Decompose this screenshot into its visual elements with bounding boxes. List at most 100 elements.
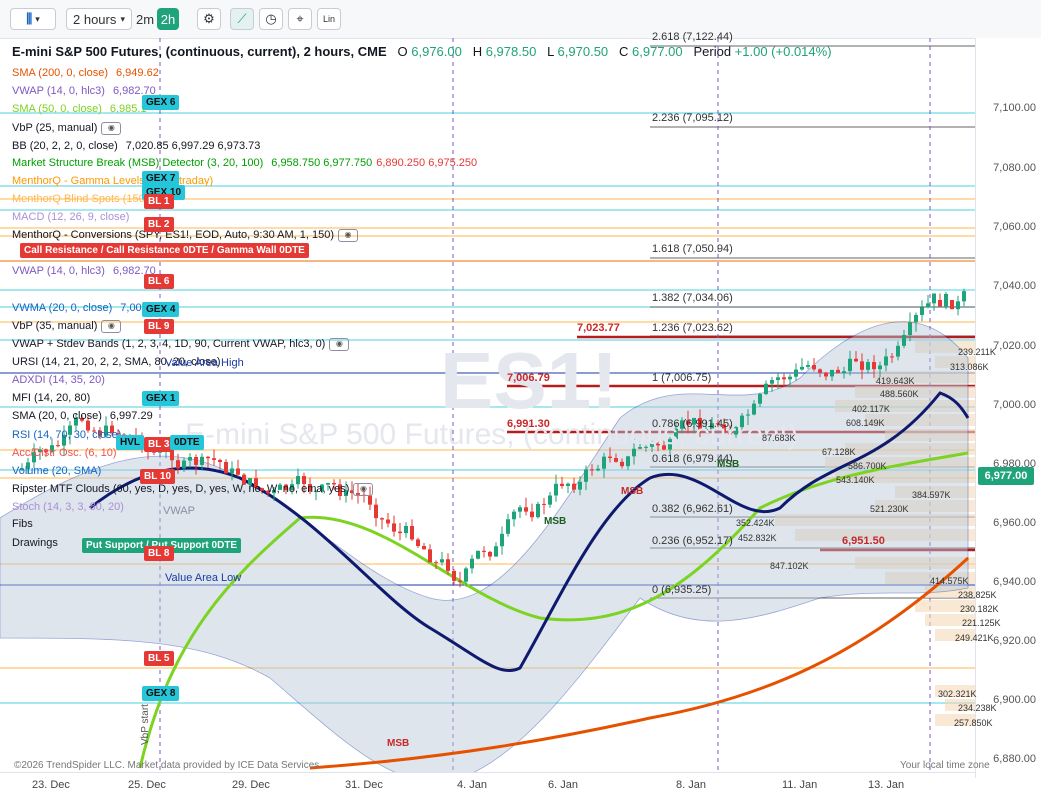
- indicator-name: Market Structure Break (MSB) Detector (3…: [12, 157, 264, 169]
- time-tick-label: 11. Jan: [782, 779, 818, 791]
- candle-body: [488, 551, 492, 557]
- candle-body: [428, 549, 432, 563]
- msb-label: MSB: [387, 738, 410, 749]
- candle-body: [536, 503, 540, 518]
- candle-body: [62, 434, 66, 446]
- replay-button[interactable]: ◷: [259, 8, 283, 30]
- candle-body: [56, 445, 60, 447]
- indicator-name: VWAP (14, 0, hlc3): [12, 85, 105, 97]
- candle-body: [506, 519, 510, 534]
- indicator-legend-row[interactable]: SMA (200, 0, close) 6,949.62: [12, 66, 159, 80]
- candle-body: [404, 525, 408, 534]
- indicator-legend-row[interactable]: Market Structure Break (MSB) Detector (3…: [12, 156, 477, 170]
- indicator-legend-row[interactable]: MenthorQ - Conversions (SPY, ES1!, EOD, …: [12, 228, 359, 242]
- line-tool-button[interactable]: ⟋: [230, 8, 254, 30]
- indicator-legend-row[interactable]: Ripster MTF Clouds (60, yes, D, yes, D, …: [12, 482, 374, 496]
- trend-line-icon: ⟋: [237, 11, 247, 26]
- indicator-legend-row[interactable]: MACD (12, 26, 9, close): [12, 210, 129, 224]
- candle-body: [662, 445, 666, 450]
- visibility-eye-icon[interactable]: ◉: [353, 482, 374, 496]
- indicator-legend-row[interactable]: MFI (14, 20, 80): [12, 391, 90, 405]
- volume-profile-bar: [925, 614, 975, 626]
- candle-body: [884, 356, 888, 366]
- volume-profile-value: 586.700K: [848, 461, 887, 471]
- candle-body: [644, 446, 648, 448]
- chart-area[interactable]: [0, 38, 975, 800]
- indicator-legend-row[interactable]: Fibs: [12, 517, 33, 531]
- candle-body: [284, 484, 288, 491]
- candle-body: [290, 484, 294, 491]
- current-price-badge: 6,977.00: [978, 467, 1034, 485]
- vwma-line: [89, 391, 970, 673]
- time-tick-label: 8. Jan: [676, 779, 706, 791]
- indicator-legend-row[interactable]: VWAP (14, 0, hlc3) 6,982.70: [12, 264, 156, 278]
- candle-body: [446, 559, 450, 571]
- interval-select[interactable]: 2 hours ▾: [66, 8, 132, 30]
- indicator-legend-row[interactable]: Acc/Distr Osc. (6, 10): [12, 446, 117, 460]
- indicator-legend-row[interactable]: VbP (35, manual) ◉: [12, 319, 122, 333]
- vwap-area-label: VWAP: [163, 505, 195, 517]
- indicator-legend-row[interactable]: RSI (14, 70, 30, close): [12, 428, 121, 442]
- indicator-legend-row[interactable]: Drawings: [12, 536, 58, 550]
- indicator-name: SMA (20, 0, close): [12, 410, 102, 422]
- fib-level-label: 1.382 (7,034.06): [652, 292, 733, 304]
- price-tick-label: 7,060.00: [993, 221, 1036, 233]
- candle-body: [584, 469, 588, 482]
- candle-body: [626, 456, 630, 467]
- volume-profile-bar: [935, 356, 975, 368]
- candle-body: [308, 483, 312, 492]
- indicator-legend-row[interactable]: SMA (50, 0, close) 6,985.1: [12, 102, 147, 116]
- indicator-legend-row[interactable]: Stoch (14, 3, 3, 80, 20): [12, 500, 124, 514]
- visibility-eye-icon[interactable]: ◉: [329, 337, 350, 351]
- indicator-name: MFI (14, 20, 80): [12, 392, 91, 404]
- candle-body: [680, 420, 684, 429]
- candle-body: [812, 365, 816, 370]
- interval-2h-button[interactable]: 2h: [157, 8, 179, 30]
- candle-body: [170, 447, 174, 461]
- indicator-legend-row[interactable]: ADXDI (14, 35, 20): [12, 373, 105, 387]
- visibility-eye-icon[interactable]: ◉: [338, 228, 359, 242]
- visibility-eye-icon[interactable]: ◉: [101, 121, 122, 135]
- time-tick-label: 4. Jan: [457, 779, 487, 791]
- gear-icon: ⚙: [203, 11, 215, 26]
- gex-4-tag: GEX 4: [142, 302, 180, 317]
- crosshair-button[interactable]: ⌖: [288, 8, 312, 30]
- volume-profile-value: 249.421K: [955, 633, 994, 643]
- candle-body: [374, 504, 378, 519]
- chart-type-button[interactable]: ⫼ ▾: [10, 8, 56, 30]
- indicator-legend-row[interactable]: MenthorQ Blind Spots (150): [12, 192, 148, 206]
- candles-icon: ⫼: [26, 11, 33, 26]
- candle-body: [410, 525, 414, 540]
- msb-label: MSB: [717, 459, 740, 470]
- log-scale-button[interactable]: Lin: [317, 8, 341, 30]
- settings-button[interactable]: ⚙: [197, 8, 221, 30]
- candle-body: [788, 376, 792, 380]
- candle-body: [44, 449, 48, 452]
- indicator-legend-row[interactable]: VWMA (20, 0, close) 7,001: [12, 301, 148, 315]
- value-area-low-label: Value Area Low: [165, 572, 242, 584]
- candle-body: [500, 533, 504, 547]
- indicator-legend-row[interactable]: Volume (20, SMA): [12, 464, 101, 478]
- indicator-legend-row[interactable]: VWAP + Stdev Bands (1, 2, 3, 4, 1D, 90, …: [12, 337, 350, 351]
- indicator-legend-row[interactable]: URSI (14, 21, 20, 2, 2, SMA, 80, 20, clo…: [12, 355, 221, 369]
- candle-body: [686, 420, 690, 425]
- indicator-name: MenthorQ Blind Spots (150): [12, 193, 149, 205]
- price-tick-label: 6,960.00: [993, 517, 1036, 529]
- price-axis[interactable]: 7,100.00 7,080.00 7,060.00 7,040.00 7,020.00…: [975, 38, 1041, 778]
- candle-body: [398, 531, 402, 534]
- low-label: L: [547, 44, 554, 59]
- indicator-legend-row[interactable]: BB (20, 2, 2, 0, close) 7,020.85 6,997.29…: [12, 139, 260, 153]
- chart-header: E-mini S&P 500 Futures, (continuous, cur…: [12, 44, 832, 59]
- fib-level-label: 0.618 (6,979.44): [652, 453, 733, 465]
- candle-body: [740, 415, 744, 428]
- volume-profile-value: 313.086K: [950, 362, 989, 372]
- indicator-legend-row[interactable]: VbP (25, manual) ◉: [12, 121, 122, 135]
- visibility-eye-icon[interactable]: ◉: [101, 319, 122, 333]
- candle-body: [242, 474, 246, 485]
- indicator-legend-row[interactable]: VWAP (14, 0, hlc3) 6,982.70: [12, 84, 156, 98]
- volume-profile-bar: [845, 443, 975, 455]
- interval-2m-button[interactable]: 2m: [135, 11, 155, 27]
- volume-profile-value: 234.238K: [958, 703, 997, 713]
- time-axis[interactable]: 23. Dec 25. Dec 29. Dec 31. Dec 4. Jan 6. Jan…: [0, 772, 975, 801]
- indicator-legend-row[interactable]: SMA (20, 0, close) 6,997.29: [12, 409, 153, 423]
